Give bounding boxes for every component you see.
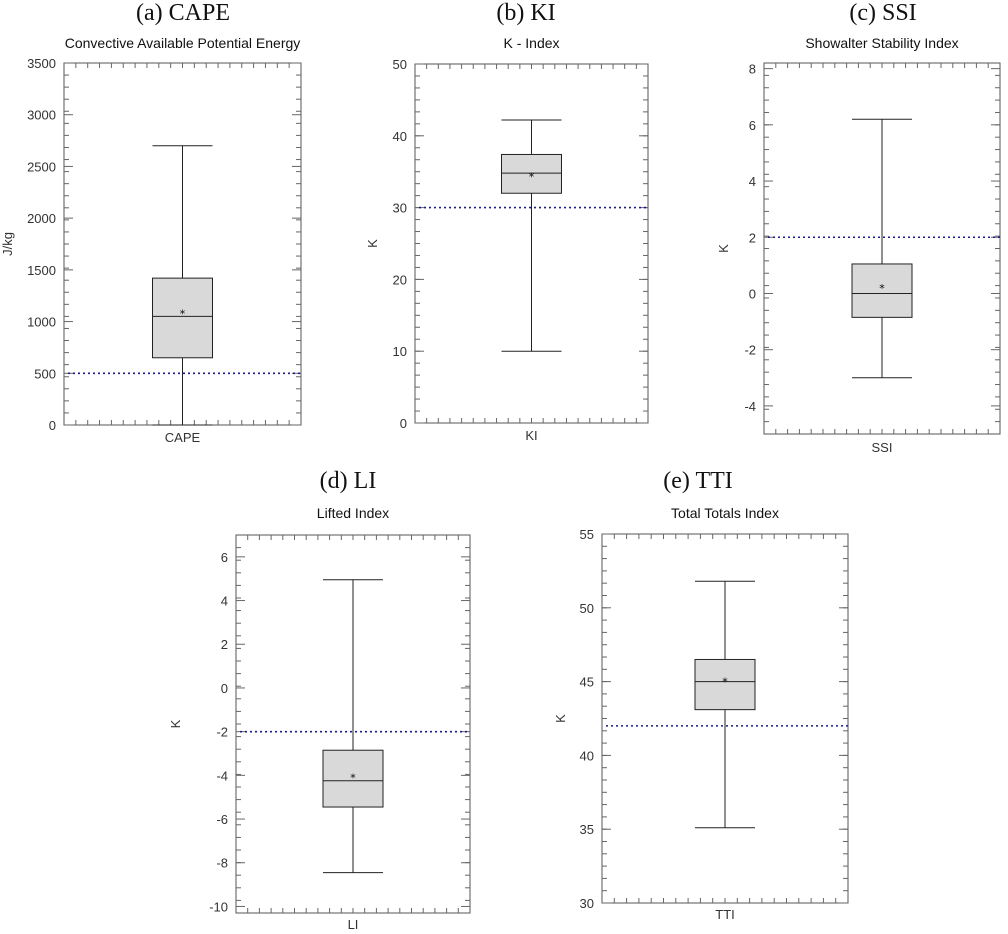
panel-tti-y-tick-label: 55 bbox=[580, 527, 594, 542]
panel-ssi-y-tick-label: -2 bbox=[744, 343, 756, 358]
panel-ssi-y-axis-label: K bbox=[716, 244, 731, 253]
panel-tti-y-tick-label: 30 bbox=[580, 896, 594, 911]
panel-tti-y-tick-label: 45 bbox=[580, 675, 594, 690]
panel-ki-y-tick-label: 40 bbox=[393, 129, 407, 144]
panel-cape-iqr-box bbox=[152, 277, 213, 359]
panel-li-mean-marker: * bbox=[350, 772, 356, 785]
panel-ki-category-label: KI bbox=[525, 428, 537, 443]
panel-tti-mean-marker: * bbox=[722, 676, 728, 689]
panel-ki-y-tick-label: 20 bbox=[393, 272, 407, 287]
panel-li-y-axis-label: K bbox=[168, 719, 183, 728]
panel-tti-y-tick-label: 40 bbox=[580, 748, 594, 763]
panel-li-y-tick-label: -6 bbox=[216, 812, 228, 827]
panel-li-panel-label: (d) LI bbox=[320, 468, 377, 494]
panel-ssi-y-tick-label: 4 bbox=[749, 174, 756, 189]
panel-ssi-y-tick-label: 2 bbox=[749, 230, 756, 245]
panel-li-y-tick-label: 6 bbox=[221, 550, 228, 565]
panel-ki: (b) KI K - Index 0 10 20 30 40 50 K KI * bbox=[365, 0, 649, 443]
panel-ssi-y-tick-label: 6 bbox=[749, 118, 756, 133]
panel-tti-y-axis-label: K bbox=[553, 714, 568, 723]
panel-tti-iqr-box bbox=[694, 658, 756, 711]
panel-ki-y-tick-label: 50 bbox=[393, 57, 407, 72]
panel-cape: (a) CAPE Convective Available Potential E… bbox=[0, 0, 302, 445]
panel-ssi-y-tick-label: -4 bbox=[744, 399, 756, 414]
panel-cape-y-axis-label: J/kg bbox=[0, 232, 15, 256]
panel-cape-category-label: CAPE bbox=[165, 430, 201, 445]
panel-ssi: (c) SSI Showalter Stability Index -4 -2 0 2 4 6… bbox=[716, 0, 1001, 455]
panel-tti-title: Total Totals Index bbox=[671, 505, 779, 521]
panel-ki-mean-marker: * bbox=[529, 171, 535, 184]
panel-ssi-iqr-box bbox=[851, 263, 913, 318]
panel-ki-title: K - Index bbox=[503, 35, 559, 51]
panel-ssi-title: Showalter Stability Index bbox=[805, 35, 958, 51]
panel-li-y-tick-label: 0 bbox=[221, 681, 228, 696]
panel-ki-iqr-box bbox=[501, 153, 562, 194]
panel-cape-y-tick-label: 3000 bbox=[27, 108, 56, 123]
panel-ki-y-tick-label: 10 bbox=[393, 344, 407, 359]
panel-tti-y-tick-label: 50 bbox=[580, 601, 594, 616]
panel-ki-y-axis-label: K bbox=[365, 239, 380, 248]
panel-ssi-y-tick-label: 0 bbox=[749, 286, 756, 301]
panel-tti: (e) TTI Total Totals Index 30 35 40 45 50 55 K TT… bbox=[553, 468, 849, 922]
panel-tti-category-label: TTI bbox=[715, 907, 735, 922]
panel-ssi-y-tick-label: 8 bbox=[749, 62, 756, 77]
panel-tti-panel-label: (e) TTI bbox=[663, 468, 733, 494]
panel-cape-y-tick-label: 500 bbox=[34, 366, 56, 381]
panel-li-y-tick-label: 2 bbox=[221, 637, 228, 652]
panel-tti-minor-ticks bbox=[602, 534, 848, 903]
panel-cape-y-tick-label: 0 bbox=[49, 418, 56, 433]
panel-ki-y-tick-label: 0 bbox=[400, 416, 407, 431]
panel-cape-y-tick-label: 1000 bbox=[27, 315, 56, 330]
panel-cape-panel-label: (a) CAPE bbox=[136, 0, 230, 26]
panel-cape-y-tick-label: 1500 bbox=[27, 263, 56, 278]
panel-li-y-tick-label: -4 bbox=[216, 768, 228, 783]
panel-cape-mean-marker: * bbox=[180, 307, 186, 320]
panel-li-category-label: LI bbox=[348, 917, 359, 932]
panel-ssi-category-label: SSI bbox=[872, 440, 893, 455]
panel-ki-minor-ticks bbox=[415, 64, 648, 423]
panel-li-iqr-box bbox=[322, 749, 384, 808]
panel-cape-minor-ticks bbox=[64, 63, 301, 425]
panel-cape-y-tick-label: 2000 bbox=[27, 211, 56, 226]
panel-cape-title: Convective Available Potential Energy bbox=[65, 35, 301, 51]
panel-li-y-tick-label: -10 bbox=[209, 899, 228, 914]
panel-li: (d) LI Lifted Index -10 -8 -6 -4 -2 0 2 4 6 K LI * bbox=[168, 468, 471, 932]
panel-li-y-tick-label: -2 bbox=[216, 725, 228, 740]
panel-ssi-panel-label: (c) SSI bbox=[849, 0, 916, 26]
panel-li-y-tick-label: -8 bbox=[216, 856, 228, 871]
panel-cape-y-tick-label: 2500 bbox=[27, 159, 56, 174]
panel-li-y-tick-label: 4 bbox=[221, 594, 228, 609]
panel-ki-y-tick-label: 30 bbox=[393, 201, 407, 216]
panel-ssi-mean-marker: * bbox=[879, 282, 885, 295]
panel-li-minor-ticks bbox=[236, 535, 470, 913]
panel-li-title: Lifted Index bbox=[317, 505, 389, 521]
panel-cape-y-tick-label: 3500 bbox=[27, 56, 56, 71]
panel-tti-y-tick-label: 35 bbox=[580, 822, 594, 837]
panel-ki-panel-label: (b) KI bbox=[496, 0, 555, 26]
